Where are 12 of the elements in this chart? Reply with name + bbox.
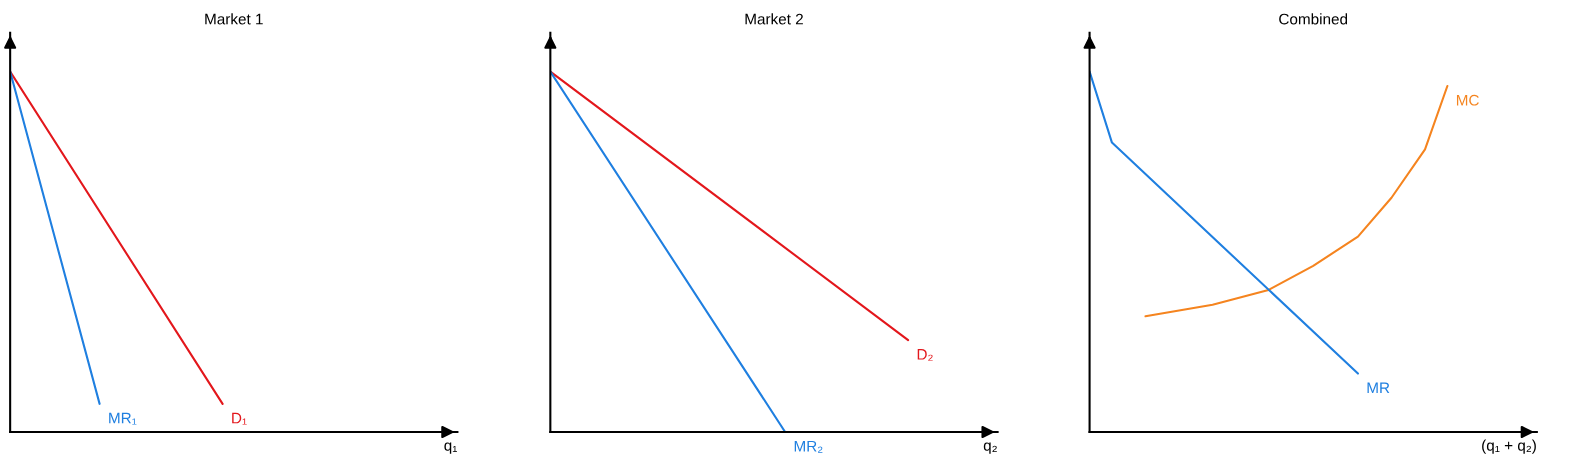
series-label: D₂ xyxy=(917,349,933,361)
x-axis-title: q₂ xyxy=(983,442,997,454)
series-label: MR xyxy=(1367,382,1390,394)
series-label: D₁ xyxy=(232,412,247,425)
series-label: MR₁ xyxy=(109,412,137,425)
chart-title: Combined xyxy=(1279,13,1348,25)
chart-title: Market 2 xyxy=(745,13,803,25)
x-axis-title: q₁ xyxy=(444,442,458,454)
series-label: MC xyxy=(1456,94,1479,106)
chart-title: Market 1 xyxy=(205,13,263,25)
x-axis-title: (q₁ + q₂) xyxy=(1482,439,1536,454)
series-label: MR₂ xyxy=(794,440,823,453)
